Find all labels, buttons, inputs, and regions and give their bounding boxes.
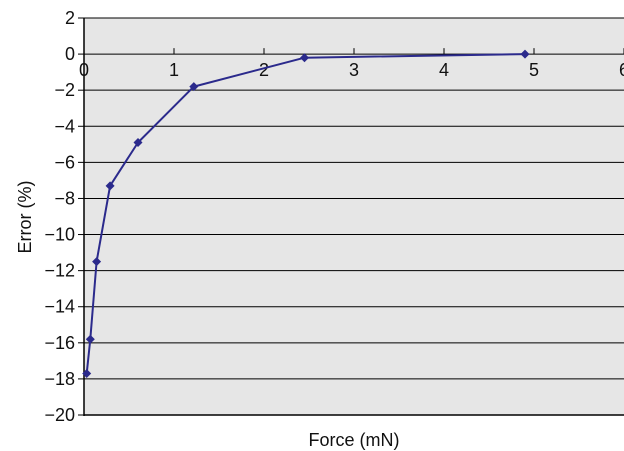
y-tick-labels: 2 0 −2 −4 −6 −8 −10 −12 −14 −16 −18 −20	[44, 8, 75, 425]
x-tick-label: 2	[259, 60, 269, 80]
x-tick-label: 0	[79, 60, 89, 80]
y-tick-label: −10	[44, 225, 75, 245]
x-tick-label: 5	[529, 60, 539, 80]
y-tick-label: −12	[44, 261, 75, 281]
y-tick-label: −14	[44, 297, 75, 317]
y-tick-label: −20	[44, 405, 75, 425]
x-tick-label: 3	[349, 60, 359, 80]
data-point	[105, 181, 115, 191]
series-line-0	[85, 53, 526, 374]
plot-area	[84, 18, 624, 415]
axes	[78, 17, 624, 416]
data-point	[133, 138, 143, 148]
y-tick-label: −8	[54, 188, 75, 208]
data-point	[82, 368, 92, 378]
y-tick-label: −6	[54, 152, 75, 172]
data-point	[520, 49, 530, 59]
x-tick-labels: 0 1 2 3 4 5 6	[79, 60, 624, 80]
y-tick-label: −16	[44, 333, 75, 353]
data-point	[92, 257, 102, 267]
y-tick-label: −18	[44, 369, 75, 389]
y-axis-label: Error (%)	[15, 181, 35, 254]
y-tick-label: 0	[65, 44, 75, 64]
x-tick-label: 6	[619, 60, 624, 80]
y-tick-label: −2	[54, 80, 75, 100]
data-point	[300, 53, 309, 63]
series-group	[82, 49, 530, 378]
x-tick-label: 4	[439, 60, 449, 80]
data-point	[85, 334, 95, 344]
y-tick-label: −4	[54, 116, 75, 136]
y-tick-label: 2	[65, 8, 75, 28]
x-tick-label: 1	[169, 60, 179, 80]
data-point	[189, 82, 199, 92]
x-axis-label: Force (mN)	[309, 430, 400, 450]
